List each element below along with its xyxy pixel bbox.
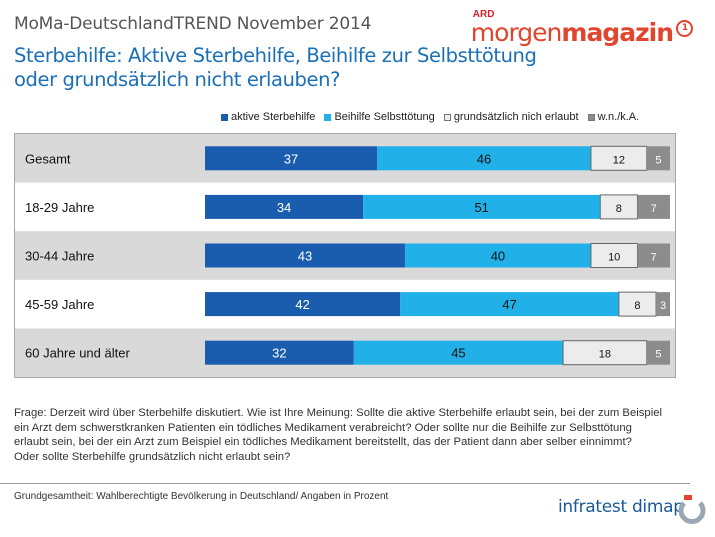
legend-item-nicht: grundsätzlich nich erlaubt (443, 111, 579, 123)
morgenmagazin-wordmark: morgenmagazin 1 (471, 20, 693, 46)
data-label: 18 (599, 349, 611, 361)
bar-segment (646, 146, 670, 171)
bar-segment (637, 194, 670, 219)
bar-segment (656, 292, 670, 317)
data-label: 7 (651, 203, 657, 215)
footnote-line: Frage: Derzeit wird über Sterbehilfe dis… (14, 407, 662, 419)
legend-item-aktive: aktive Sterbehilfe (221, 111, 315, 123)
footnote-line: erlaubt sein, bei der ein Arzt zum Beisp… (14, 436, 632, 449)
data-label: 42 (295, 297, 309, 312)
category-label: 30-44 Jahre (25, 249, 94, 264)
data-label: 43 (298, 249, 312, 264)
legend-label-wnka: w.n./k.A. (597, 111, 640, 123)
data-label: 45 (451, 346, 465, 361)
data-label: 37 (284, 151, 298, 166)
legend-swatch-wnka (587, 113, 595, 121)
legend-swatch-aktive (221, 113, 228, 121)
bar-segment (562, 340, 648, 366)
stacked-bar-chart: Gesamt 37 46 12 5 18-29 Jahre 34 51 8 7 30-44 Jahr… (14, 133, 676, 378)
data-label: 40 (491, 249, 505, 264)
bar-segment (205, 340, 354, 365)
bar-segment (646, 340, 670, 365)
bar-segment (400, 292, 619, 317)
category-label: 45-59 Jahre (25, 297, 94, 312)
bar-segment (363, 194, 601, 219)
chart-legend: aktive Sterbehilfe Beihilfe Selbsttötung… (221, 111, 645, 124)
data-label: 34 (277, 200, 291, 215)
category-label: 18-29 Jahre (25, 200, 94, 215)
bar-segment (637, 243, 670, 268)
bar-segment (404, 243, 591, 268)
question-title: Sterbehilfe: Aktive Sterbehilfe, Beihilf… (14, 44, 537, 91)
legend-swatch-nicht (443, 113, 451, 121)
footer-divider (0, 483, 690, 484)
question-footnote: Frage: Derzeit wird über Sterbehilfe dis… (14, 406, 704, 464)
category-label: Gesamt (25, 151, 71, 166)
logo-magazin: magazin (561, 18, 674, 47)
bar-segment (353, 340, 564, 365)
legend-label-beihilfe: Beihilfe Selbsttötung (334, 111, 435, 123)
data-label: 7 (651, 252, 657, 264)
data-label: 8 (616, 203, 622, 215)
data-label: 12 (613, 154, 625, 166)
data-label: 32 (272, 346, 286, 361)
data-label: 47 (502, 297, 516, 312)
data-label: 51 (474, 200, 488, 215)
data-label: 46 (477, 151, 491, 166)
chart-svg: Gesamt 37 46 12 518-29 Jahre 34 51 8 730-44 Jahr… (15, 134, 675, 377)
bar-segment (590, 243, 638, 268)
footnote-line: Oder sollte Sterbehilfe grundsätzlich ni… (14, 450, 291, 463)
bar-segment (205, 146, 378, 171)
footnote-line: ein Arzt dem schwerstkranken Patienten e… (14, 421, 632, 434)
data-label: 8 (634, 300, 640, 312)
bar-segment (377, 146, 591, 171)
morgenmagazin-logo: ARD morgenmagazin 1 (471, 10, 693, 46)
legend-swatch-beihilfe (324, 113, 332, 121)
bar-segment (205, 292, 401, 317)
infratest-dimap-icon (678, 495, 706, 524)
legend-item-beihilfe: Beihilfe Selbsttötung (324, 111, 435, 123)
bar-segment (618, 291, 657, 317)
legend-label-aktive: aktive Sterbehilfe (231, 111, 316, 123)
data-label: 5 (655, 154, 661, 166)
ard-label: ARD (472, 9, 495, 20)
data-label: 3 (660, 300, 666, 312)
series-title: MoMa-DeutschlandTREND November 2014 (14, 14, 372, 34)
category-label: 60 Jahre und älter (25, 346, 130, 361)
bar-segment (205, 194, 364, 219)
data-label: 10 (608, 252, 620, 264)
legend-label-nicht: grundsätzlich nich erlaubt (453, 111, 579, 123)
logo-morgen: morgen (470, 18, 563, 47)
das-erste-icon: 1 (676, 20, 693, 37)
bar-segment (205, 243, 405, 268)
data-label: 5 (655, 349, 661, 361)
infratest-dimap-logo: infratest dimap (558, 497, 684, 517)
legend-item-wnka: w.n./k.A. (587, 111, 640, 123)
base-population-note: Grundgesamtheit: Wahlberechtigte Bevölke… (14, 491, 389, 502)
